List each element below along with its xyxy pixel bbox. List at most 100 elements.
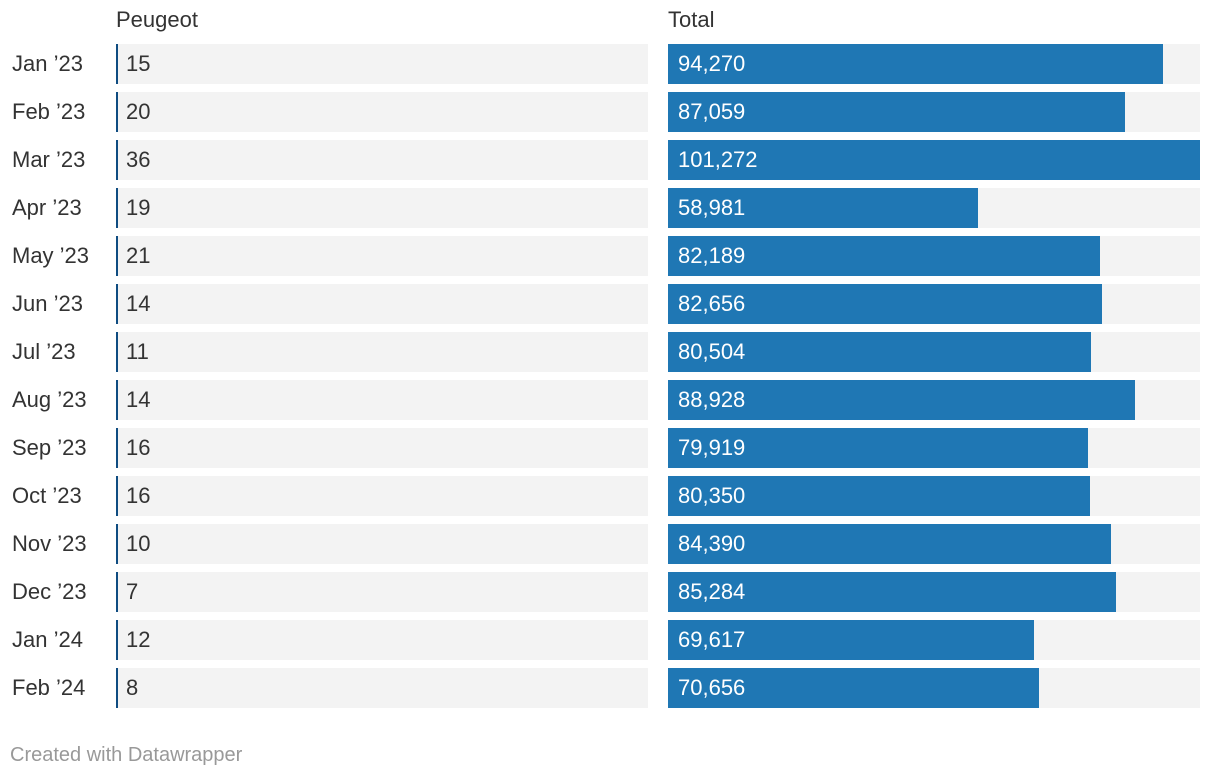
peugeot-value-label: 20: [126, 99, 151, 124]
peugeot-bar: [116, 428, 118, 468]
total-bar-track: 84,390: [668, 524, 1200, 564]
peugeot-value-label: 36: [126, 147, 151, 172]
total-bar-track: 79,919: [668, 428, 1200, 468]
total-bar: [668, 284, 1103, 324]
category-label: May ’23: [12, 243, 90, 268]
total-bar-track: 80,504: [668, 332, 1200, 372]
peugeot-bar: [116, 380, 118, 420]
peugeot-bar-track: 14: [116, 284, 648, 324]
peugeot-value-label: 12: [126, 627, 151, 652]
total-bar-track: 94,270: [668, 44, 1200, 84]
category-label: Apr ’23: [12, 195, 82, 220]
peugeot-value-label: 14: [126, 387, 151, 412]
peugeot-value-label: 21: [126, 243, 151, 268]
peugeot-bar-track: 20: [116, 92, 648, 132]
peugeot-bar-track: 21: [116, 236, 648, 276]
peugeot-bar-track: 11: [116, 332, 648, 372]
total-value-label: 87,059: [678, 99, 746, 124]
peugeot-bar: [116, 620, 118, 660]
category-label: Feb ’23: [12, 99, 86, 124]
chart-row: Mar ’23 36 101,272: [0, 140, 1220, 180]
total-bar: [668, 92, 1126, 132]
peugeot-value-label: 16: [126, 435, 151, 460]
total-bar-track: 85,284: [668, 572, 1200, 612]
total-bar: [668, 524, 1112, 564]
total-column-header: Total: [668, 7, 715, 32]
category-label: Mar ’23: [12, 147, 86, 172]
chart-row: Nov ’23 10 84,390: [0, 524, 1220, 564]
category-label: Jul ’23: [12, 339, 76, 364]
peugeot-bar: [116, 140, 118, 180]
peugeot-bar: [116, 572, 118, 612]
peugeot-value-label: 11: [126, 339, 149, 364]
total-bar-track: 70,656: [668, 668, 1200, 708]
category-label: Aug ’23: [12, 387, 87, 412]
total-value-label: 82,656: [678, 291, 746, 316]
total-bar-track: 82,656: [668, 284, 1200, 324]
total-bar: [668, 620, 1034, 660]
chart-row: Dec ’23 7 85,284: [0, 572, 1220, 612]
peugeot-value-label: 8: [126, 675, 139, 700]
peugeot-bar-track: 16: [116, 428, 648, 468]
peugeot-bar-track: 7: [116, 572, 648, 612]
total-bar-track: 82,189: [668, 236, 1200, 276]
peugeot-bar-track: 15: [116, 44, 648, 84]
peugeot-bar-track: 16: [116, 476, 648, 516]
peugeot-bar: [116, 44, 118, 84]
peugeot-bar: [116, 236, 118, 276]
peugeot-value-label: 16: [126, 483, 151, 508]
chart-row: Jun ’23 14 82,656: [0, 284, 1220, 324]
chart-row: Sep ’23 16 79,919: [0, 428, 1220, 468]
total-bar-track: 80,350: [668, 476, 1200, 516]
category-label: Oct ’23: [12, 483, 82, 508]
peugeot-value-label: 19: [126, 195, 151, 220]
total-bar: [668, 332, 1091, 372]
total-bar: [668, 140, 1200, 180]
peugeot-bar: [116, 188, 118, 228]
total-bar: [668, 188, 978, 228]
total-value-label: 79,919: [678, 435, 746, 460]
chart-row: Feb ’24 8 70,656: [0, 668, 1220, 708]
total-value-label: 80,350: [678, 483, 746, 508]
peugeot-bar-track: 8: [116, 668, 648, 708]
total-bar: [668, 44, 1164, 84]
total-bar: [668, 476, 1091, 516]
peugeot-bar-track: 10: [116, 524, 648, 564]
peugeot-bar-track: 36: [116, 140, 648, 180]
total-bar-track: 69,617: [668, 620, 1200, 660]
chart-row: Apr ’23 19 58,981: [0, 188, 1220, 228]
total-value-label: 84,390: [678, 531, 746, 556]
total-bar: [668, 380, 1136, 420]
total-bar: [668, 236, 1100, 276]
chart-row: Feb ’23 20 87,059: [0, 92, 1220, 132]
total-value-label: 58,981: [678, 195, 746, 220]
total-value-label: 82,189: [678, 243, 746, 268]
category-label: Dec ’23: [12, 579, 87, 604]
category-label: Jun ’23: [12, 291, 83, 316]
peugeot-bar: [116, 668, 118, 708]
peugeot-bar: [116, 476, 118, 516]
total-bar-track: 88,928: [668, 380, 1200, 420]
peugeot-value-label: 7: [126, 579, 139, 604]
peugeot-column-header: Peugeot: [116, 7, 198, 32]
chart-row: Jan ’23 15 94,270: [0, 44, 1220, 84]
category-label: Feb ’24: [12, 675, 86, 700]
category-label: Nov ’23: [12, 531, 87, 556]
total-value-label: 101,272: [678, 147, 758, 172]
chart-row: May ’23 21 82,189: [0, 236, 1220, 276]
total-bar-track: 87,059: [668, 92, 1200, 132]
peugeot-bar: [116, 284, 118, 324]
chart-row: Jul ’23 11 80,504: [0, 332, 1220, 372]
datawrapper-credit: Created with Datawrapper: [10, 744, 243, 766]
total-value-label: 70,656: [678, 675, 746, 700]
total-bar: [668, 668, 1040, 708]
peugeot-value-label: 10: [126, 531, 151, 556]
total-value-label: 80,504: [678, 339, 746, 364]
total-value-label: 69,617: [678, 627, 746, 652]
peugeot-bar-track: 12: [116, 620, 648, 660]
category-label: Jan ’23: [12, 51, 83, 76]
chart-row: Aug ’23 14 88,928: [0, 380, 1220, 420]
peugeot-bar-track: 14: [116, 380, 648, 420]
total-value-label: 94,270: [678, 51, 746, 76]
